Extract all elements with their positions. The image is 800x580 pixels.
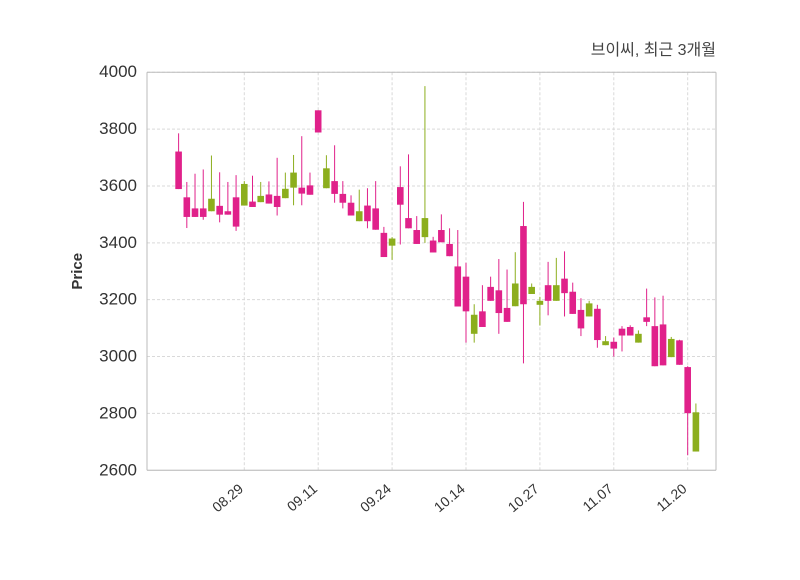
svg-text:3600: 3600 bbox=[99, 176, 137, 195]
svg-text:3000: 3000 bbox=[99, 347, 137, 366]
svg-text:2600: 2600 bbox=[99, 460, 137, 479]
svg-text:3400: 3400 bbox=[99, 233, 137, 252]
svg-text:4000: 4000 bbox=[99, 62, 137, 81]
svg-text:Price: Price bbox=[69, 253, 86, 290]
svg-text:3800: 3800 bbox=[99, 119, 137, 138]
svg-text:2800: 2800 bbox=[99, 403, 137, 422]
svg-text:브이씨, 최근 3개월: 브이씨, 최근 3개월 bbox=[591, 41, 716, 59]
svg-text:3200: 3200 bbox=[99, 290, 137, 309]
